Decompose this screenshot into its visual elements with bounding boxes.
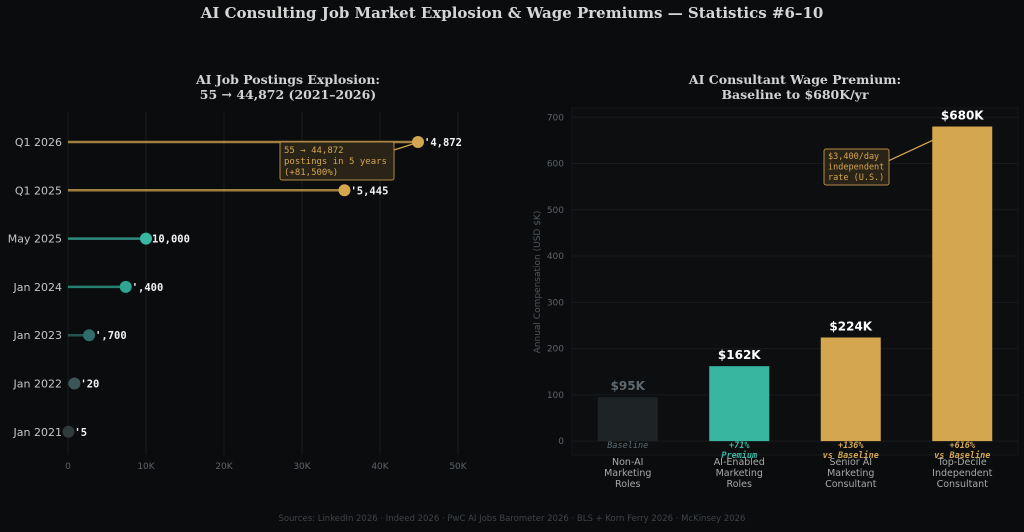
postings-x-tick-label: 30K: [293, 462, 311, 472]
wage-premium-label: +616%: [949, 441, 975, 451]
wage-bar: [597, 397, 658, 442]
wage-chart-title-line2: Baseline to $680K/yr: [721, 87, 869, 102]
postings-value-label: '5,445: [350, 185, 388, 197]
wage-y-tick-label: 400: [547, 252, 564, 262]
wage-category-label: AI-Enabled: [714, 457, 765, 468]
wage-y-tick-label: 0: [558, 437, 564, 447]
postings-annotation-box: [279, 141, 395, 181]
wage-y-tick-label: 100: [547, 391, 564, 401]
wage-y-tick-label: 300: [547, 298, 564, 308]
wage-premium-label: vs Baseline: [934, 450, 990, 461]
postings-value-label: '4,872: [424, 137, 462, 149]
wage-category-label: Senior AI: [829, 457, 872, 468]
wage-category-label: Independent: [932, 468, 992, 479]
postings-value-label: ',700: [95, 330, 127, 342]
postings-category-label: Jan 2022: [13, 378, 62, 391]
postings-value-label: 1̄0,000: [152, 234, 190, 246]
wage-value-label: $95K: [611, 379, 646, 393]
postings-value-label: '5: [74, 427, 87, 439]
postings-x-tick-label: 0: [65, 462, 71, 472]
wage-bar: [820, 337, 881, 442]
sources-footer: Sources: LinkedIn 2026 · Indeed 2026 · P…: [278, 514, 746, 524]
wage-y-tick-label: 600: [547, 160, 564, 170]
postings-category-label: May 2025: [8, 233, 62, 246]
postings-point: [68, 377, 81, 390]
postings-value-label: ',400: [132, 282, 164, 294]
wage-annotation-text: rate (U.S.): [828, 173, 884, 183]
postings-point: [62, 425, 75, 438]
wage-y-tick-label: 200: [547, 345, 564, 355]
postings-x-tick-label: 50K: [449, 462, 467, 472]
postings-chart-title-line1: AI Job Postings Explosion:: [195, 72, 381, 87]
wage-category-label: Consultant: [825, 479, 877, 490]
postings-category-label: Q1 2026: [15, 136, 62, 149]
postings-point: [338, 184, 351, 197]
postings-point: [83, 329, 96, 342]
postings-annotation-arrow: [393, 143, 414, 151]
postings-x-tick-label: 40K: [371, 462, 389, 472]
wage-category-label: Roles: [727, 479, 752, 490]
wage-chart-title: AI Consultant Wage Premium: Baseline to …: [572, 72, 1018, 102]
postings-x-tick-label: 10K: [137, 462, 155, 472]
postings-annotation-text: 55 → 44,872: [284, 146, 344, 156]
wage-premium-label: Baseline: [607, 441, 648, 451]
wage-value-label: $224K: [829, 319, 872, 333]
page-title: AI Consulting Job Market Explosion & Wag…: [200, 4, 824, 22]
postings-point: [119, 280, 132, 293]
wage-category-label: Marketing: [604, 468, 651, 479]
wage-bar: [932, 126, 993, 442]
wage-chart: 0 100 200 300 400 500 600 700 Annual Compensatio…: [533, 107, 1019, 490]
wage-premium-label: +71%: [729, 441, 750, 451]
postings-point: [412, 136, 425, 148]
postings-annotation-text: postings in 5 years: [284, 157, 387, 167]
postings-category-label: Jan 2021: [13, 426, 62, 439]
postings-point: [140, 232, 152, 245]
wage-category-label: Top-Decile: [937, 457, 987, 468]
wage-y-tick-label: 500: [547, 206, 564, 216]
postings-chart-title: AI Job Postings Explosion: 55 → 44,872 (…: [68, 72, 508, 102]
postings-chart: 0 10K 20K 30K 40K 50K Q1 2026 '4,872 Q1 2025 '5,4…: [8, 112, 468, 472]
wage-annotation-text: $3,400/day: [828, 152, 879, 162]
postings-category-label: Jan 2024: [13, 281, 62, 294]
postings-chart-title-line2: 55 → 44,872 (2021–2026): [199, 87, 377, 102]
postings-x-tick-label: 20K: [215, 462, 233, 472]
wage-annotation-arrow: [887, 126, 961, 162]
wage-y-tick-label: 700: [547, 113, 564, 123]
wage-y-axis-label: Annual Compensation (USD $K): [533, 211, 543, 354]
wage-value-label: $162K: [718, 348, 761, 362]
wage-category-label: Roles: [615, 479, 640, 490]
wage-annotation-box: [823, 148, 890, 186]
wage-category-label: Consultant: [937, 479, 989, 490]
wage-category-label: Marketing: [827, 468, 874, 479]
postings-value-label: '20: [80, 379, 99, 391]
postings-category-label: Q1 2025: [15, 184, 62, 197]
postings-category-label: Jan 2023: [13, 329, 62, 342]
wage-category-label: Marketing: [716, 468, 763, 479]
wage-premium-label: Premium: [721, 450, 757, 461]
wage-premium-label: vs Baseline: [823, 450, 879, 461]
wage-annotation-text: independent: [828, 163, 884, 173]
postings-annotation-text: (+81,500%): [284, 168, 338, 178]
wage-chart-title-line1: AI Consultant Wage Premium:: [688, 72, 902, 87]
wage-bar: [709, 366, 770, 442]
wage-premium-label: +136%: [838, 441, 864, 451]
wage-value-label: $680K: [941, 109, 984, 123]
wage-category-label: Non-AI: [612, 457, 643, 468]
